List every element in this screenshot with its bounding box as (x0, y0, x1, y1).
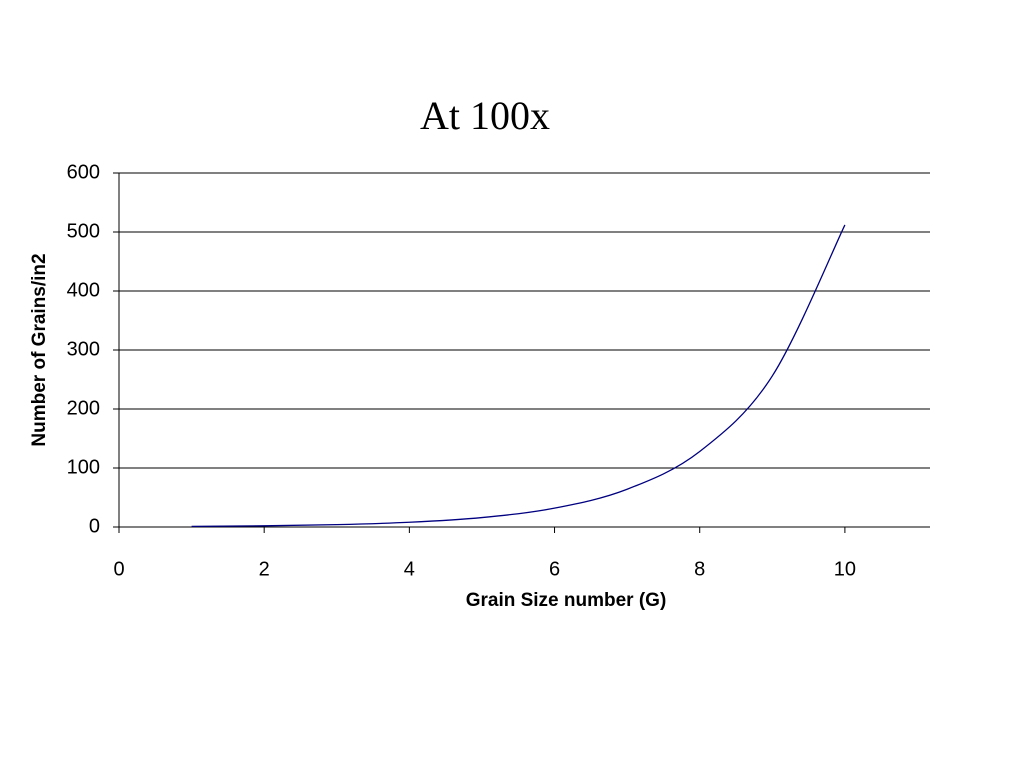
y-tick-label: 500 (67, 220, 100, 242)
x-tick-label: 4 (404, 558, 415, 580)
x-tick-label: 6 (549, 558, 560, 580)
y-tick-label: 200 (67, 397, 100, 419)
chart-title: At 100x (420, 93, 550, 138)
x-tick-label: 10 (834, 558, 856, 580)
x-tick-label: 2 (259, 558, 270, 580)
y-tick-label: 100 (67, 456, 100, 478)
y-tick-label: 600 (67, 161, 100, 183)
y-axis-title: Number of Grains/in2 (29, 253, 50, 446)
x-axis-title: Grain Size number (G) (466, 590, 667, 611)
y-tick-label: 0 (89, 515, 100, 537)
x-tick-label: 0 (113, 558, 124, 580)
y-tick-label: 400 (67, 279, 100, 301)
y-tick-label: 300 (67, 338, 100, 360)
line (191, 224, 846, 528)
x-tick-label: 8 (694, 558, 705, 580)
